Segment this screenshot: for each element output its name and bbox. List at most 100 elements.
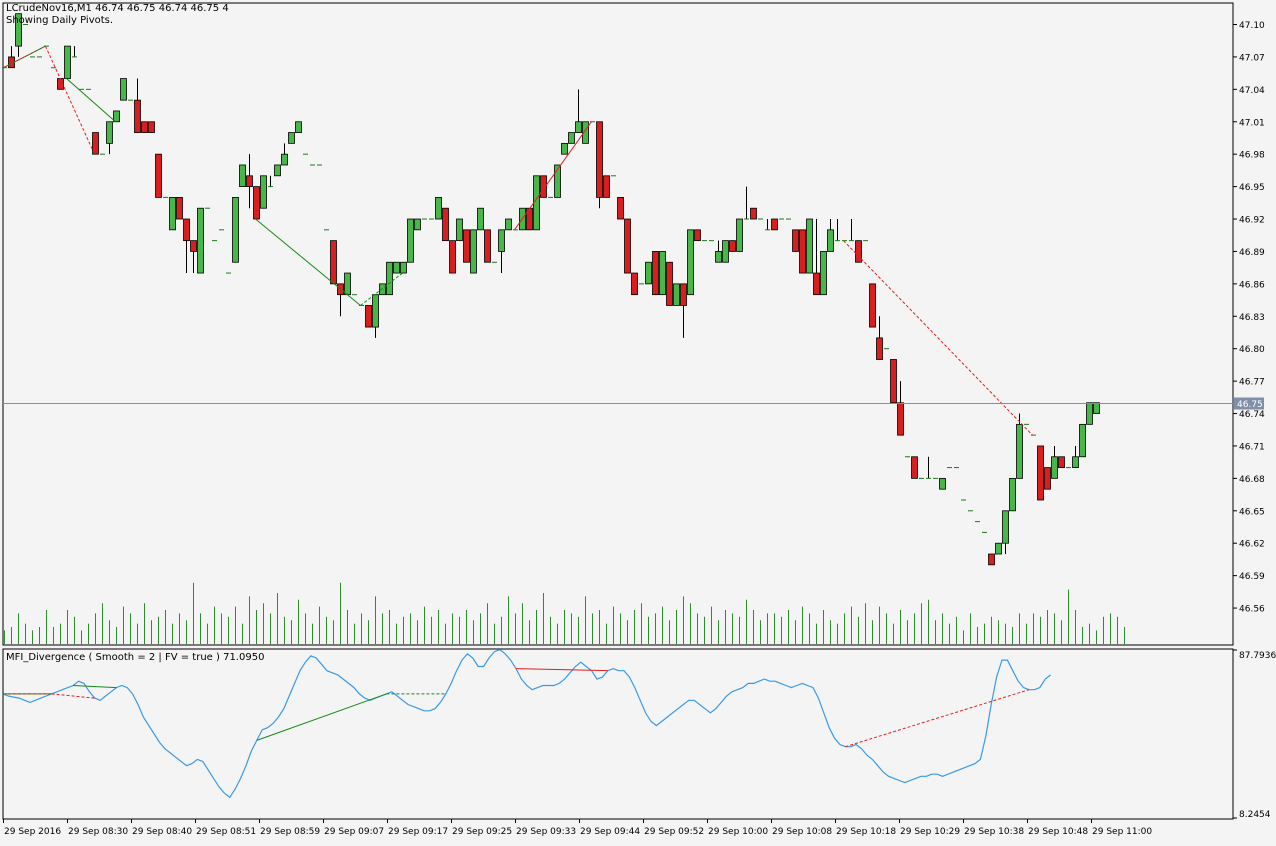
candle-body [1086, 402, 1093, 425]
candle [554, 164, 561, 198]
price-tick-label: 47.04 [1239, 86, 1265, 96]
price-divergence-line [514, 121, 592, 231]
candle [400, 261, 407, 274]
mfi-divergence-line [256, 693, 387, 741]
time-tick-label: 29 Sep 08:59 [260, 827, 320, 837]
candle [176, 197, 183, 220]
candle [645, 261, 652, 285]
time-axis: 29 Sep 2016 29 Sep 08:30 29 Sep 08:40 29 Se… [3, 819, 1152, 837]
indicator-tick-label: 8.2454 [1239, 810, 1271, 820]
mfi-series-line [2, 648, 1051, 799]
time-tick-label: 29 Sep 09:44 [580, 827, 640, 837]
candle [268, 175, 273, 188]
candle [1037, 445, 1044, 501]
candle [1093, 402, 1100, 414]
candle [687, 229, 694, 296]
main-panel-border [2, 2, 1234, 646]
candle [281, 143, 288, 166]
candle-body [596, 121, 603, 198]
candle [106, 121, 113, 155]
candle [1016, 413, 1023, 479]
candle-body [15, 13, 22, 47]
candle [939, 477, 946, 490]
candle [666, 261, 673, 306]
candle [995, 542, 1002, 555]
price-divergence-lines [3, 45, 1033, 436]
candle-body [533, 175, 540, 231]
candle [1009, 477, 1016, 512]
candle-body [939, 477, 946, 490]
candle [274, 164, 281, 177]
candle [652, 251, 659, 296]
candle-body [183, 218, 190, 242]
candle-body [813, 272, 820, 296]
candle [568, 132, 575, 144]
candle-body [260, 175, 267, 209]
candle-body [246, 175, 253, 188]
time-tick-label: 29 Sep 09:25 [452, 827, 512, 837]
candle [561, 142, 568, 155]
time-tick-label: 29 Sep 08:40 [132, 827, 192, 837]
candle [744, 186, 749, 220]
indicator-tick-label: 87.7936 [1239, 651, 1276, 661]
candle [246, 154, 253, 209]
price-tick-label: 47.01 [1239, 118, 1265, 128]
candle-body [1093, 402, 1100, 414]
symbol-info: LCrudeNov16,M1 46.74 46.75 46.74 46.75 4 [6, 3, 229, 14]
current-price-badge [1234, 397, 1264, 410]
time-tick-label: 29 Sep 2016 [4, 827, 61, 837]
price-divergence-line [3, 45, 46, 69]
candle-body [603, 175, 610, 198]
candle-body [442, 207, 449, 242]
candle [120, 78, 127, 101]
candle-body [281, 153, 288, 166]
candle-body [561, 142, 568, 155]
candle [449, 240, 456, 274]
candle [835, 219, 840, 242]
candle-body [239, 164, 246, 187]
candle [484, 229, 491, 263]
candle-body [120, 78, 127, 101]
candle [92, 132, 99, 155]
candle [344, 272, 351, 296]
price-divergence-line [360, 272, 403, 306]
candle-body [673, 283, 680, 306]
price-tick-label: 46.65 [1239, 507, 1265, 517]
candle [624, 218, 631, 274]
candle [379, 283, 386, 296]
price-tick-label: 46.89 [1239, 248, 1265, 258]
candle [575, 89, 582, 133]
candle [694, 229, 701, 242]
candle-body [988, 553, 995, 566]
candle-body [379, 283, 386, 296]
price-tick-label: 46.74 [1239, 410, 1265, 420]
candle-body [687, 229, 694, 296]
candle [72, 46, 77, 58]
candle-body [792, 229, 799, 252]
candle-body [722, 240, 729, 263]
candle-body [575, 121, 582, 133]
time-tick-label: 29 Sep 08:30 [68, 827, 128, 837]
candle [470, 229, 477, 274]
candle-body [176, 197, 183, 220]
candle-body [771, 218, 778, 231]
candle-body [869, 283, 876, 328]
candle-body [540, 175, 547, 198]
candle [799, 229, 806, 274]
candle-body [456, 218, 463, 242]
candles [2, 13, 1100, 566]
candle [260, 175, 267, 209]
candle [876, 316, 883, 360]
candle-body [253, 186, 260, 220]
candle-body [232, 197, 239, 263]
price-tick-label: 46.56 [1239, 605, 1265, 615]
time-tick-label: 29 Sep 10:29 [900, 827, 960, 837]
indicator-panel-border [2, 648, 1234, 820]
candle-body [393, 261, 400, 274]
candle [855, 240, 862, 263]
candle [463, 229, 470, 263]
candle [239, 164, 246, 187]
mfi-line [2, 648, 1051, 799]
candle [386, 261, 393, 296]
candle [330, 240, 337, 285]
